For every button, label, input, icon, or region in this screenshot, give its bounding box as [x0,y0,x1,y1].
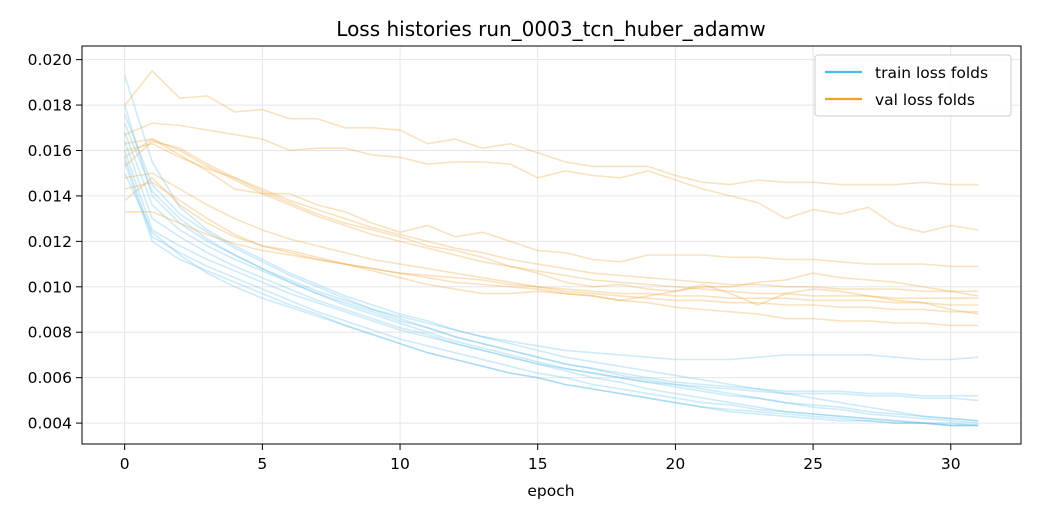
y-tick-label: 0.010 [28,278,72,296]
val-loss-fold-4-line [124,138,979,300]
x-tick-label: 0 [120,455,130,473]
train-loss-fold-4-line [123,132,979,424]
x-tick-label: 5 [257,455,267,473]
y-tick-label: 0.016 [28,142,72,160]
train-loss-fold-3-line [123,122,979,402]
y-tick-label: 0.006 [28,369,72,387]
chart-title: Loss histories run_0003_tcn_huber_adamw [336,17,765,41]
x-tick-label: 10 [390,455,410,473]
train-loss-fold-1-line [123,104,979,361]
train-loss-fold-0-line [123,75,979,422]
plot-frame [81,45,1022,445]
legend-label-train: train loss folds [875,64,988,82]
x-axis-label: epoch [527,482,574,500]
val-loss-fold-2-line [124,138,979,268]
val-loss-fold-5-line [124,140,979,315]
train-loss-fold-7-line [123,157,979,427]
series-lines [123,70,979,427]
train-loss-fold-6-line [123,150,979,422]
y-tick-label: 0.014 [28,187,72,205]
x-tick-label: 25 [803,455,823,473]
grid-lines [82,46,1021,444]
val-loss-fold-6-line [124,172,979,313]
y-tick-label: 0.018 [28,97,72,115]
x-tick-label: 20 [666,455,686,473]
y-tick-label: 0.004 [28,415,72,433]
train-loss-fold-9-line [123,172,979,427]
val-loss-fold-1-line [124,122,979,234]
y-tick-label: 0.012 [28,233,72,251]
y-tick-label: 0.020 [28,51,72,69]
legend-box [814,54,1012,117]
train-loss-fold-8-line [123,161,979,427]
y-tick-label: 0.008 [28,324,72,342]
x-tick-label: 15 [528,455,548,473]
val-loss-fold-0-line [124,70,979,186]
train-loss-fold-5-line [123,141,979,427]
legend: train loss folds val loss folds [814,54,1012,117]
train-loss-fold-2-line [123,113,979,397]
x-tick-label: 30 [941,455,961,473]
axis-ticks: 0 5 10 15 20 25 30 0.004 0.006 0.008 0.010 0.012 0.0… [28,51,961,473]
legend-label-val: val loss folds [875,91,975,109]
val-loss-fold-8-line [124,177,979,302]
val-loss-fold-3-line [124,142,979,293]
val-loss-fold-9-line [124,211,979,306]
val-loss-fold-7-line [124,181,979,327]
